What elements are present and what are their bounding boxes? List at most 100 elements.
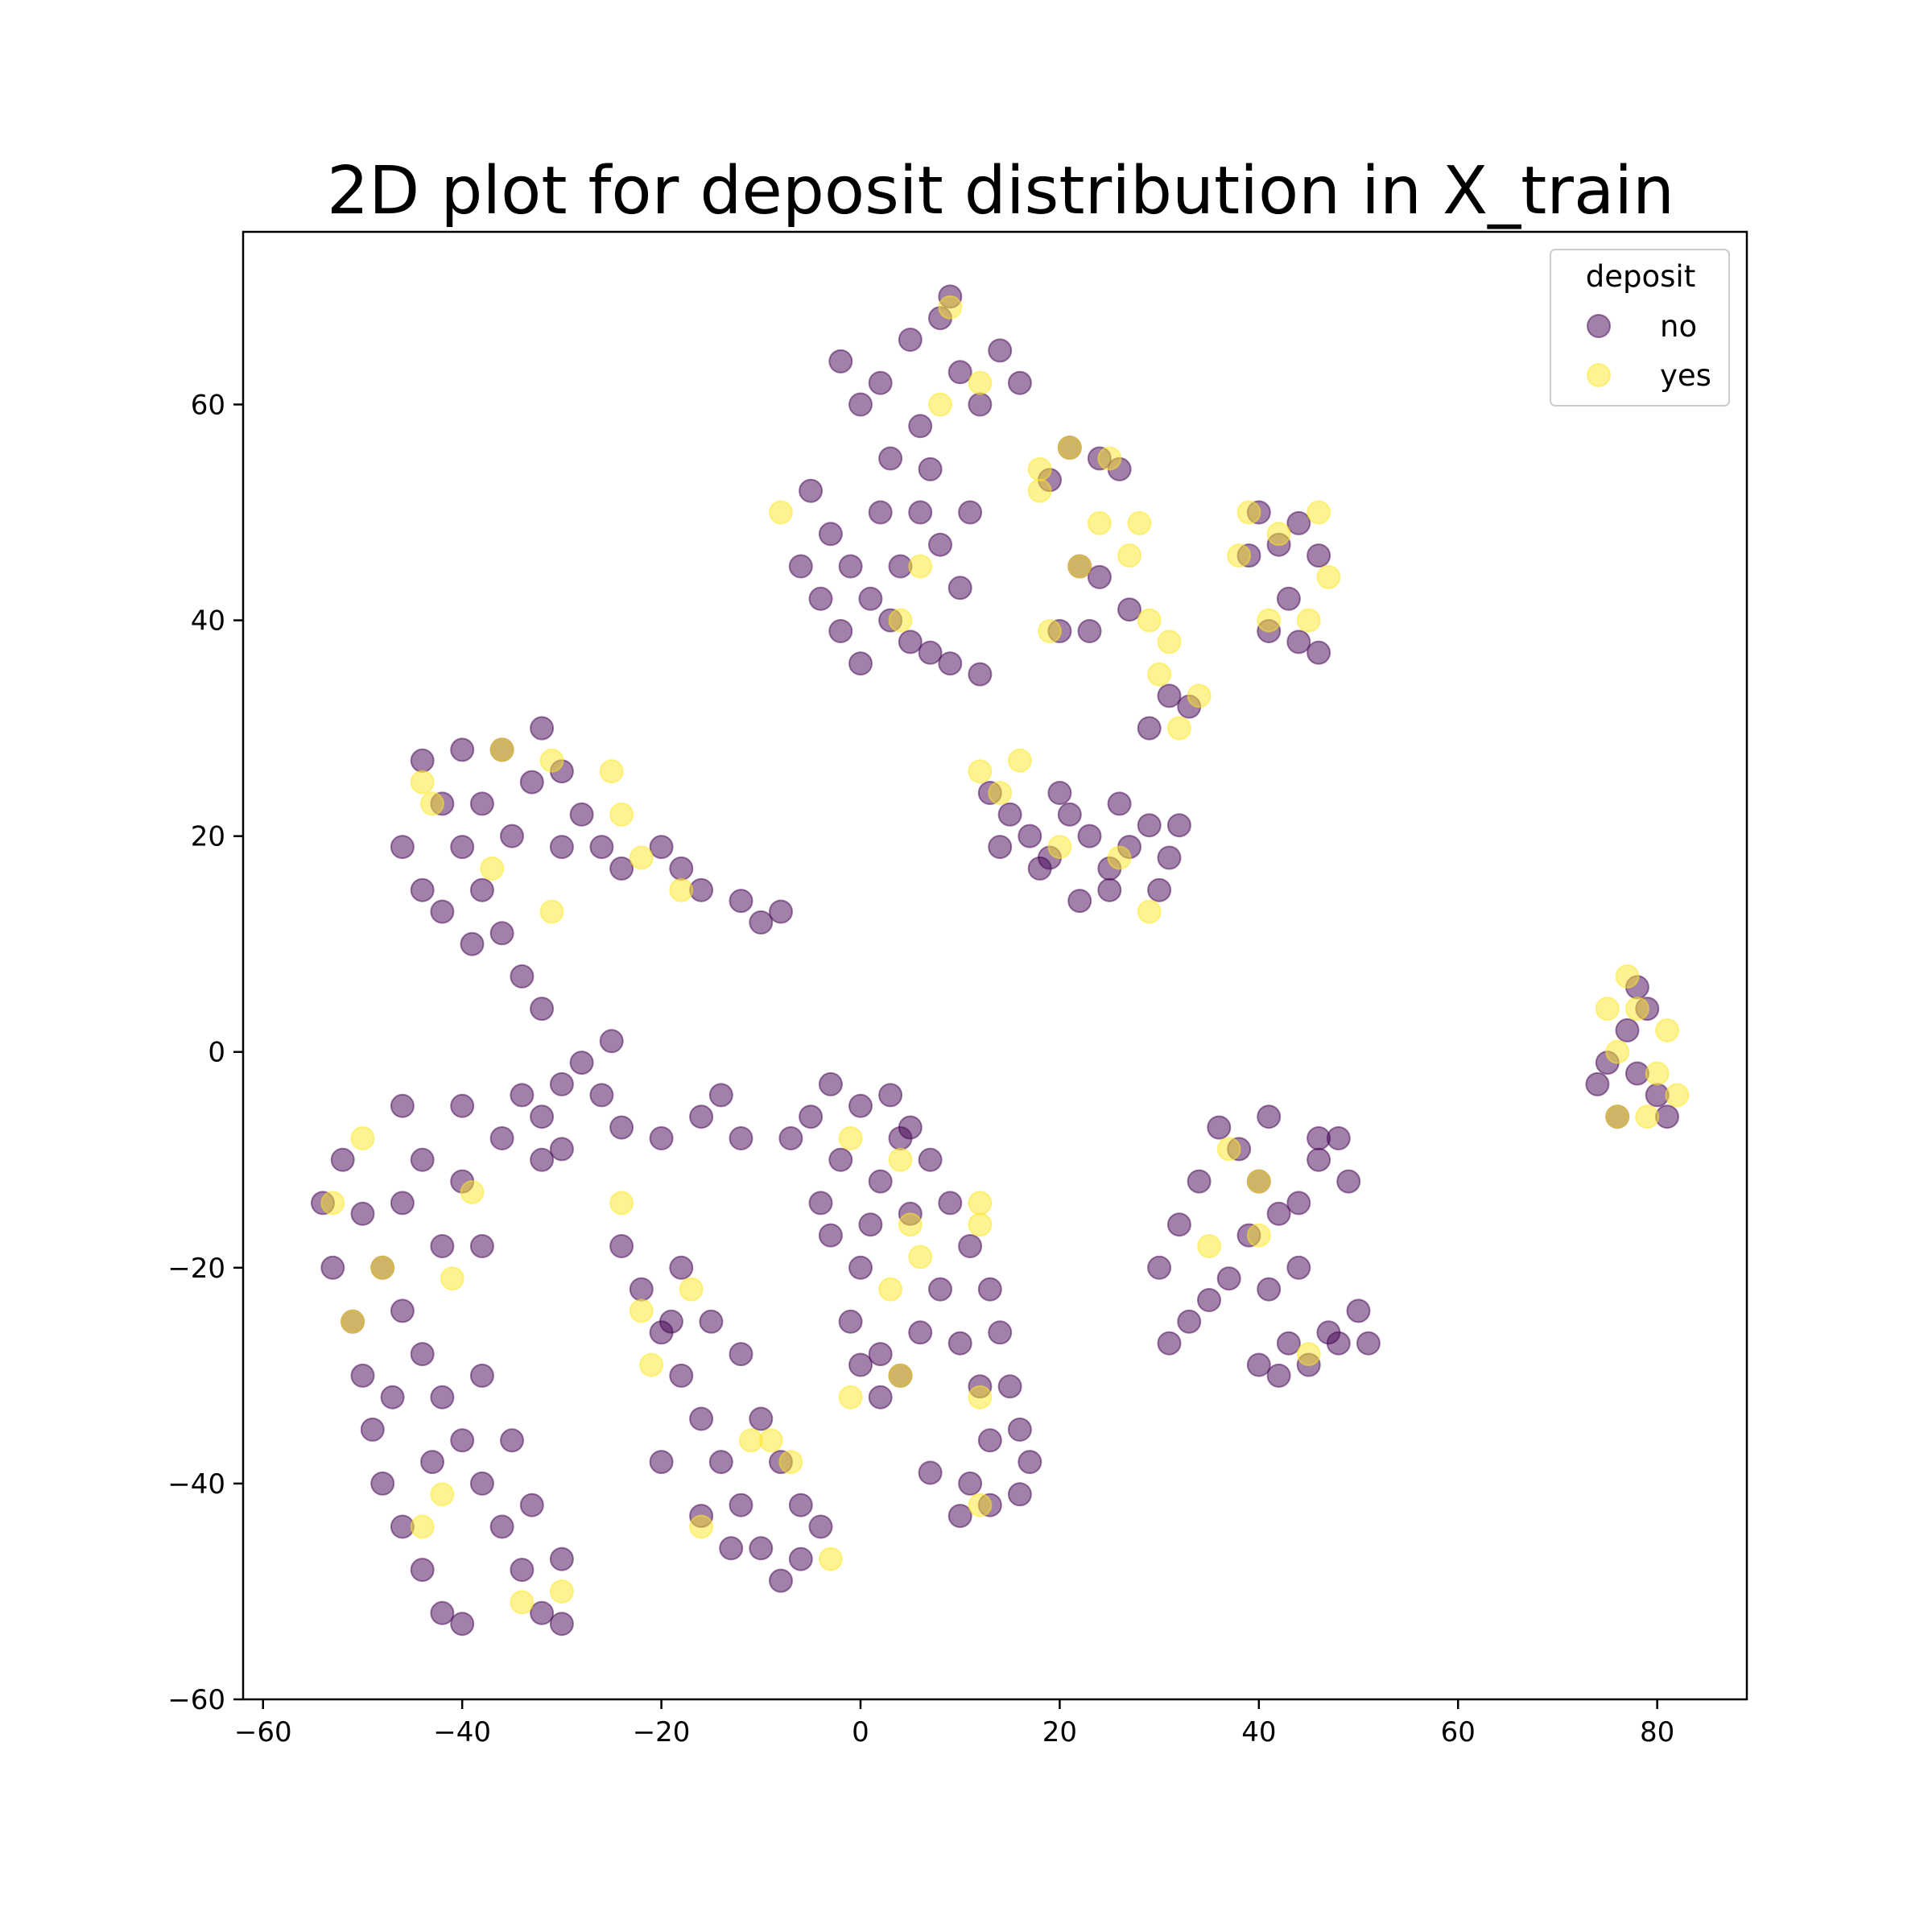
point-no (1087, 564, 1112, 589)
point-no (749, 1536, 774, 1561)
point-no (519, 770, 544, 795)
point-no (1266, 1201, 1291, 1226)
point-yes (838, 1385, 863, 1410)
point-yes (968, 1191, 993, 1216)
point-no (1077, 619, 1102, 643)
point-no (390, 1093, 415, 1118)
point-no (818, 1071, 843, 1096)
point-no (938, 651, 963, 676)
point-yes (898, 1212, 923, 1237)
point-no (1137, 813, 1162, 838)
point-yes (1316, 564, 1341, 589)
x-tick-label: 40 (1241, 1716, 1276, 1748)
point-no (450, 835, 475, 860)
point-no (569, 802, 594, 827)
point-no (669, 1363, 694, 1388)
point-no (1316, 1320, 1341, 1345)
point-no (868, 370, 893, 395)
point-yes (1605, 1104, 1630, 1129)
point-no (968, 662, 993, 687)
point-no (888, 1126, 913, 1150)
point-no (708, 1450, 733, 1475)
point-yes (1624, 997, 1649, 1022)
point-no (848, 1093, 873, 1118)
point-no (469, 1363, 494, 1388)
point-no (530, 997, 555, 1022)
point-no (689, 1406, 714, 1431)
point-no (788, 1546, 813, 1571)
point-yes (1635, 1104, 1660, 1129)
point-no (749, 1406, 774, 1431)
point-no (549, 835, 574, 860)
point-no (609, 1234, 634, 1258)
x-tick-label: 80 (1640, 1716, 1674, 1748)
point-yes (1007, 748, 1032, 773)
y-tick-label: −20 (167, 1253, 225, 1285)
point-no (410, 1558, 435, 1583)
point-yes (938, 295, 963, 320)
point-no (1117, 597, 1141, 622)
point-no (1216, 1266, 1241, 1291)
point-no (977, 1277, 1002, 1302)
point-no (1336, 1169, 1361, 1194)
point-no (1307, 640, 1331, 665)
legend-label-no: no (1660, 309, 1697, 344)
point-no (808, 586, 833, 611)
point-no (778, 1126, 803, 1150)
point-no (589, 835, 614, 860)
legend-title: deposit (1586, 259, 1695, 294)
point-yes (1246, 1169, 1271, 1194)
point-no (769, 899, 793, 924)
point-no (898, 328, 923, 352)
point-yes (320, 1191, 345, 1216)
point-yes (968, 1212, 993, 1237)
point-no (1307, 1126, 1331, 1150)
point-yes (1127, 510, 1152, 535)
point-no (988, 835, 1013, 860)
point-yes (1266, 522, 1291, 547)
point-yes (1027, 478, 1052, 503)
point-yes (1097, 446, 1122, 471)
point-yes (1137, 608, 1162, 633)
point-no (988, 1320, 1013, 1345)
y-tick-label: 40 (191, 605, 225, 638)
point-no (997, 802, 1022, 827)
point-no (1077, 824, 1102, 848)
axes-layer: −60 −40 −20 0 20 40 60 80 −60 −40 −20 0 20 40 60 (167, 389, 1674, 1748)
point-yes (679, 1277, 704, 1302)
point-no (858, 1212, 883, 1237)
point-yes (1227, 543, 1252, 568)
point-no (958, 500, 983, 525)
point-no (1067, 889, 1092, 914)
point-no (968, 392, 993, 417)
point-no (918, 1147, 943, 1172)
point-no (1157, 845, 1182, 870)
point-no (928, 1277, 952, 1302)
point-no (1356, 1331, 1381, 1356)
point-no (1276, 1331, 1301, 1356)
point-no (838, 554, 863, 579)
point-yes (908, 1245, 933, 1269)
point-yes (968, 1492, 993, 1517)
point-yes (629, 845, 654, 870)
point-yes (769, 500, 793, 525)
point-no (569, 1051, 594, 1075)
point-no (1286, 1255, 1311, 1280)
point-yes (489, 737, 514, 762)
point-yes (539, 899, 564, 924)
point-yes (988, 781, 1013, 805)
point-no (658, 1309, 683, 1334)
point-no (609, 1115, 634, 1140)
point-no (838, 1309, 863, 1334)
point-yes (1246, 1223, 1271, 1248)
point-no (1018, 1450, 1042, 1475)
point-no (510, 964, 535, 989)
legend-label-yes: yes (1660, 358, 1711, 393)
plot-area-frame (242, 230, 1748, 1701)
point-no (629, 1277, 654, 1302)
point-no (1157, 1331, 1182, 1356)
point-no (868, 1385, 893, 1410)
point-yes (888, 608, 913, 633)
point-yes (1595, 997, 1620, 1022)
point-no (330, 1147, 355, 1172)
